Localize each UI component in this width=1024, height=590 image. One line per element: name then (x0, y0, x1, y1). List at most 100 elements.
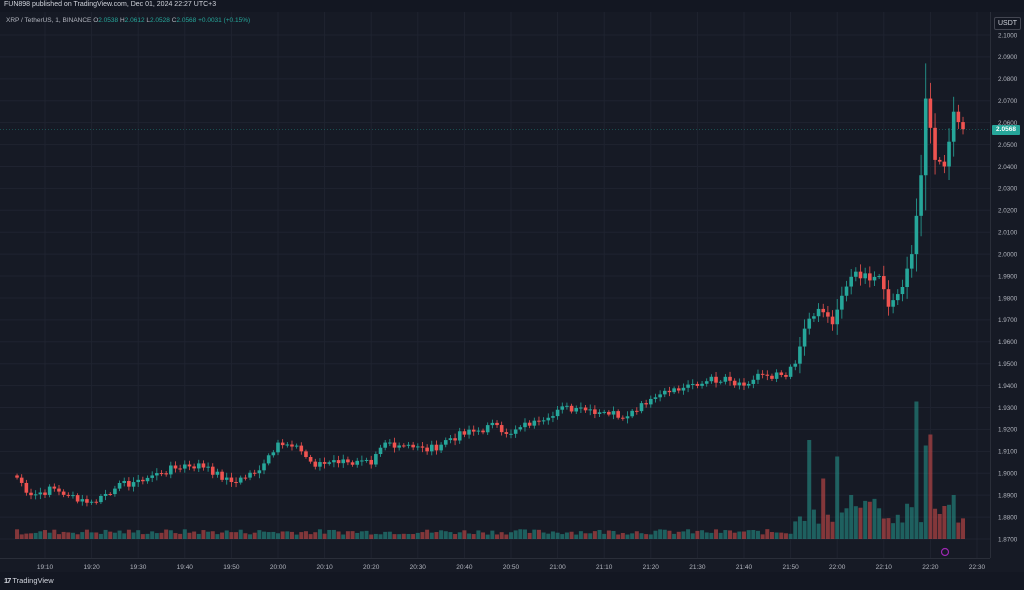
candle-body[interactable] (830, 316, 835, 325)
currency-button[interactable]: USDT (994, 17, 1021, 30)
candle-body[interactable] (588, 409, 593, 411)
candle-body[interactable] (868, 273, 872, 281)
candle-body[interactable] (476, 430, 481, 432)
chart-area[interactable] (0, 12, 990, 558)
candle-body[interactable] (658, 394, 662, 398)
candle-body[interactable] (155, 473, 159, 476)
candle-body[interactable] (141, 479, 145, 482)
candle-body[interactable] (676, 388, 681, 391)
candle-body[interactable] (807, 318, 812, 329)
candle-body[interactable] (770, 375, 774, 379)
candle-body[interactable] (891, 300, 895, 307)
candle-body[interactable] (518, 427, 523, 430)
candle-body[interactable] (159, 473, 164, 475)
candle-body[interactable] (15, 475, 19, 478)
candle-body[interactable] (569, 405, 574, 412)
candle-body[interactable] (593, 409, 597, 414)
candle-body[interactable] (173, 465, 178, 469)
candle-body[interactable] (635, 410, 639, 412)
candle-body[interactable] (732, 380, 737, 386)
candle-body[interactable] (788, 366, 793, 377)
candle-body[interactable] (19, 477, 24, 483)
candle-body[interactable] (397, 445, 401, 448)
candle-body[interactable] (816, 308, 821, 317)
candle-body[interactable] (625, 416, 630, 419)
candle-body[interactable] (290, 444, 294, 447)
candle-body[interactable] (700, 383, 704, 386)
candle-body[interactable] (900, 287, 905, 295)
candle-body[interactable] (299, 445, 304, 452)
candle-body[interactable] (434, 444, 439, 451)
candle-body[interactable] (425, 447, 429, 452)
candle-body[interactable] (723, 376, 728, 382)
candle-body[interactable] (57, 488, 61, 492)
candle-body[interactable] (201, 463, 206, 468)
candle-body[interactable] (276, 442, 280, 453)
candle-body[interactable] (681, 387, 686, 391)
candle-body[interactable] (420, 446, 425, 448)
candle-body[interactable] (252, 472, 257, 474)
candle-body[interactable] (849, 276, 853, 287)
candle-body[interactable] (108, 493, 113, 495)
candle-body[interactable] (411, 444, 415, 448)
candle-body[interactable] (257, 470, 262, 474)
candle-body[interactable] (742, 382, 746, 386)
candle-body[interactable] (537, 420, 541, 422)
candle-body[interactable] (555, 409, 560, 417)
candle-body[interactable] (262, 463, 266, 471)
candle-body[interactable] (322, 462, 327, 464)
candle-body[interactable] (24, 482, 29, 493)
candle-body[interactable] (751, 379, 756, 384)
candle-body[interactable] (649, 398, 653, 405)
candle-body[interactable] (52, 486, 57, 489)
candle-body[interactable] (616, 411, 620, 418)
candle-body[interactable] (490, 422, 495, 426)
candle-body[interactable] (779, 372, 784, 375)
candle-body[interactable] (248, 472, 252, 478)
candle-body[interactable] (183, 464, 187, 469)
candle-body[interactable] (765, 374, 770, 376)
candle-body[interactable] (220, 471, 224, 480)
candle-body[interactable] (206, 466, 210, 468)
candle-body[interactable] (928, 98, 933, 128)
candle-body[interactable] (313, 461, 318, 467)
candle-body[interactable] (942, 161, 947, 167)
candle-body[interactable] (695, 383, 700, 386)
candle-body[interactable] (117, 482, 122, 489)
candle-body[interactable] (243, 477, 248, 479)
candle-body[interactable] (877, 276, 881, 278)
candle-body[interactable] (318, 462, 322, 467)
candle-body[interactable] (383, 442, 387, 448)
candle-body[interactable] (89, 501, 94, 503)
candle-body[interactable] (840, 295, 844, 310)
candle-body[interactable] (336, 460, 341, 464)
candle-body[interactable] (429, 444, 434, 452)
candle-body[interactable] (416, 446, 420, 448)
candle-body[interactable] (499, 425, 504, 433)
candle-body[interactable] (937, 159, 942, 162)
candle-body[interactable] (94, 501, 99, 503)
candle-body[interactable] (360, 460, 364, 462)
candle-body[interactable] (947, 141, 951, 167)
candle-body[interactable] (355, 460, 360, 465)
candle-body[interactable] (602, 411, 606, 413)
candle-body[interactable] (150, 475, 154, 478)
candle-body[interactable] (523, 422, 527, 428)
candle-body[interactable] (672, 388, 676, 393)
candle-body[interactable] (714, 376, 718, 383)
candle-body[interactable] (127, 480, 131, 487)
candle-body[interactable] (844, 286, 849, 296)
candle-body[interactable] (728, 376, 732, 381)
status-dot-icon[interactable] (940, 547, 950, 557)
candle-body[interactable] (854, 271, 858, 277)
candle-body[interactable] (644, 403, 648, 405)
candle-body[interactable] (951, 111, 956, 142)
candle-body[interactable] (187, 464, 192, 467)
candle-body[interactable] (597, 412, 602, 414)
candle-body[interactable] (85, 499, 89, 503)
candle-body[interactable] (826, 312, 830, 317)
time-scale[interactable]: 19:10 19:20 19:30 19:40 19:50 20:00 20:10 20:20… (0, 558, 990, 573)
candle-body[interactable] (784, 374, 788, 377)
candle-body[interactable] (113, 488, 117, 495)
candle-body[interactable] (737, 382, 742, 386)
